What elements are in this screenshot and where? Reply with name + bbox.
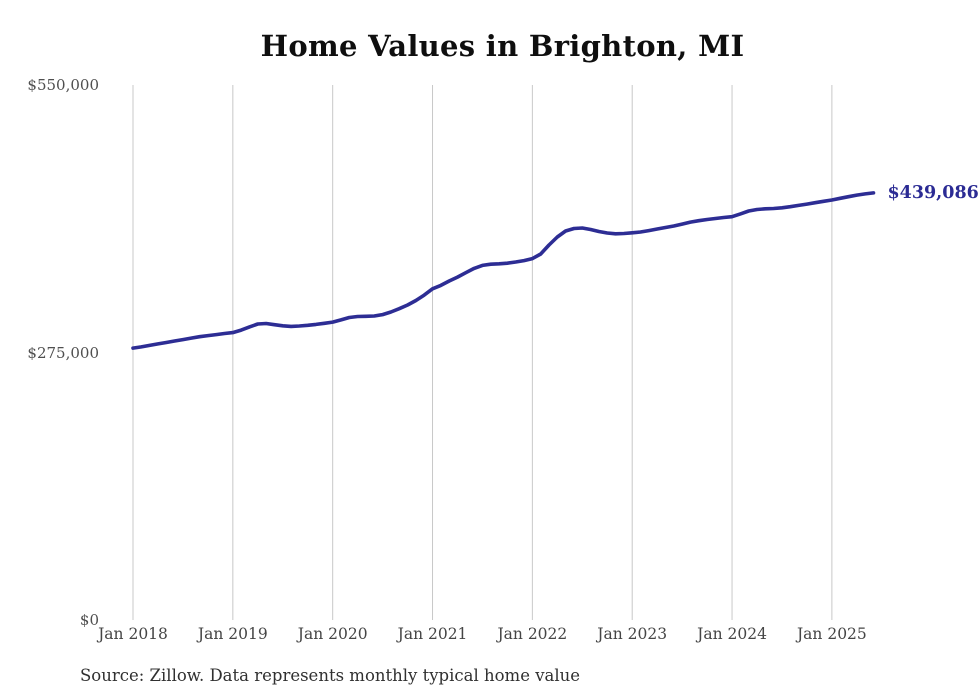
source-note: Source: Zillow. Data represents monthly …	[80, 666, 581, 685]
y-axis-tick-label: $550,000	[27, 76, 99, 94]
x-axis-tick-label: Jan 2021	[397, 625, 468, 643]
x-axis-tick-label: Jan 2020	[297, 625, 368, 643]
x-axis-tick-label: Jan 2019	[197, 625, 268, 643]
y-axis-tick-label: $0	[79, 611, 99, 629]
x-axis-tick-label: Jan 2025	[796, 625, 867, 643]
end-value-label: $439,086	[887, 182, 979, 203]
x-axis-tick-label: Jan 2022	[497, 625, 568, 643]
home-value-line	[131, 191, 876, 350]
x-axis-tick-label: Jan 2024	[697, 625, 767, 643]
chart-title: Home Values in Brighton, MI	[260, 29, 745, 63]
gridline-group	[132, 85, 833, 620]
x-axis-tick-label: Jan 2018	[98, 625, 168, 643]
x-axis-tick-label: Jan 2023	[597, 625, 668, 643]
y-axis-tick-label: $275,000	[27, 343, 99, 362]
